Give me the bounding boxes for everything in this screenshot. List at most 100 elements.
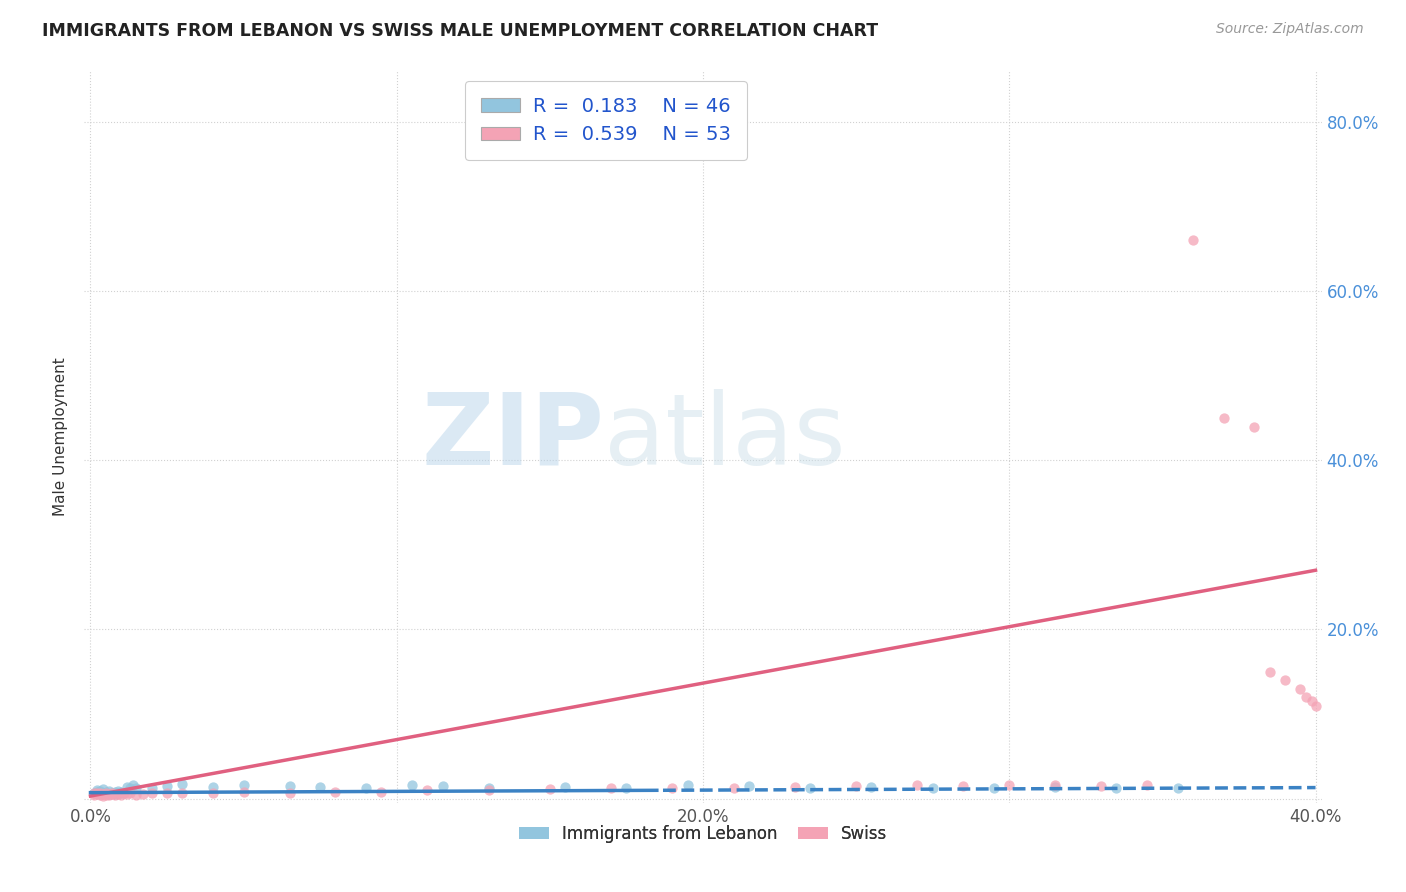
Point <box>104 788 127 802</box>
Point <box>131 788 153 802</box>
Point <box>104 785 127 799</box>
Legend: Immigrants from Lebanon, Swiss: Immigrants from Lebanon, Swiss <box>512 818 894 849</box>
Point <box>172 777 194 791</box>
Point <box>661 780 683 795</box>
Point <box>370 785 392 799</box>
Point <box>1274 673 1296 688</box>
Point <box>1301 694 1323 708</box>
Point <box>1212 411 1234 425</box>
Point <box>112 787 135 801</box>
Point <box>94 788 117 802</box>
Point <box>89 784 111 798</box>
Point <box>94 785 117 799</box>
Text: ZIP: ZIP <box>422 389 605 485</box>
Point <box>115 780 138 794</box>
Text: IMMIGRANTS FROM LEBANON VS SWISS MALE UNEMPLOYMENT CORRELATION CHART: IMMIGRANTS FROM LEBANON VS SWISS MALE UN… <box>42 22 879 40</box>
Point <box>1258 665 1281 679</box>
Point <box>232 785 254 799</box>
Point <box>110 787 132 801</box>
Point <box>101 786 124 800</box>
Point <box>97 788 120 802</box>
Point <box>125 788 148 802</box>
Point <box>278 779 301 793</box>
Point <box>309 780 332 794</box>
Point <box>983 781 1005 796</box>
Point <box>141 787 163 801</box>
Point <box>86 785 108 799</box>
Text: Source: ZipAtlas.com: Source: ZipAtlas.com <box>1216 22 1364 37</box>
Point <box>115 788 138 802</box>
Point <box>91 786 114 800</box>
Point <box>432 779 454 793</box>
Point <box>1136 778 1159 792</box>
Point <box>799 780 821 795</box>
Point <box>1182 234 1205 248</box>
Point <box>91 789 114 803</box>
Point <box>738 779 761 793</box>
Point <box>1289 681 1312 696</box>
Point <box>141 780 163 795</box>
Point <box>554 780 576 794</box>
Point <box>354 781 377 796</box>
Point <box>156 786 179 800</box>
Point <box>325 785 347 799</box>
Point <box>783 780 806 794</box>
Point <box>83 787 105 801</box>
Point <box>97 784 120 798</box>
Point <box>89 788 111 802</box>
Point <box>1295 690 1317 705</box>
Point <box>122 778 145 792</box>
Point <box>172 786 194 800</box>
Point <box>110 785 132 799</box>
Point <box>232 778 254 792</box>
Point <box>845 779 868 793</box>
Point <box>83 787 105 801</box>
Point <box>120 781 142 796</box>
Point <box>676 778 699 792</box>
Point <box>538 782 561 797</box>
Point <box>101 787 124 801</box>
Point <box>112 786 135 800</box>
Point <box>860 780 883 794</box>
Point <box>1043 778 1066 792</box>
Point <box>952 779 974 793</box>
Point <box>97 788 120 802</box>
Point <box>600 781 623 796</box>
Point <box>91 788 114 802</box>
Y-axis label: Male Unemployment: Male Unemployment <box>53 358 69 516</box>
Point <box>478 783 501 797</box>
Point <box>89 787 111 801</box>
Point <box>1305 698 1327 713</box>
Point <box>86 788 108 802</box>
Point <box>86 786 108 800</box>
Point <box>1243 419 1265 434</box>
Point <box>416 783 439 797</box>
Point <box>125 780 148 795</box>
Point <box>201 780 224 794</box>
Point <box>278 786 301 800</box>
Point <box>616 781 638 796</box>
Point <box>998 778 1021 792</box>
Point <box>478 780 501 795</box>
Point <box>89 788 111 802</box>
Point <box>107 784 129 798</box>
Point <box>120 787 142 801</box>
Text: atlas: atlas <box>605 389 845 485</box>
Point <box>104 788 127 802</box>
Point <box>94 787 117 801</box>
Point <box>83 788 105 802</box>
Point <box>201 786 224 800</box>
Point <box>723 780 745 795</box>
Point <box>1105 780 1128 795</box>
Point <box>101 788 124 802</box>
Point <box>1090 779 1112 793</box>
Point <box>107 788 129 802</box>
Point <box>91 782 114 797</box>
Point <box>905 778 928 792</box>
Point <box>107 786 129 800</box>
Point <box>401 778 423 792</box>
Point <box>1167 781 1189 796</box>
Point <box>156 779 179 793</box>
Point <box>1043 780 1066 794</box>
Point <box>86 783 108 797</box>
